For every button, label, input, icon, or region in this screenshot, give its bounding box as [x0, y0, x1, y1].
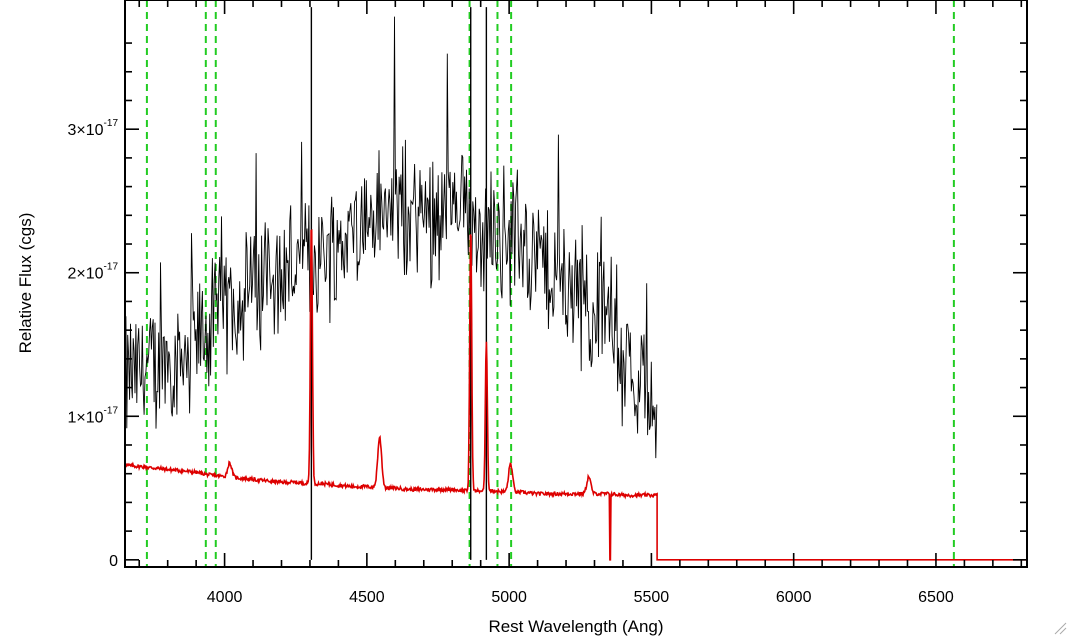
- x-tick-label: 4500: [349, 589, 385, 606]
- x-tick-label: 6000: [776, 589, 812, 606]
- x-tick-label: 5500: [634, 589, 670, 606]
- model-continuum-series: [124, 229, 1027, 561]
- plot-frame: [124, 0, 1028, 568]
- observed-spectrum-series: [124, 7, 658, 560]
- x-tick-label: 4000: [207, 589, 243, 606]
- y-tick-label: 1×10-17: [68, 405, 119, 426]
- observed-spectrum-line: [124, 16, 658, 459]
- resize-grip-icon[interactable]: [1054, 622, 1067, 635]
- x-tick-label: 5000: [491, 589, 527, 606]
- emission-line-markers: [145, 0, 955, 567]
- y-tick-label: 2×10-17: [68, 262, 119, 283]
- x-tick-label: 6500: [918, 589, 954, 606]
- y-tick-label: 3×10-17: [68, 118, 119, 139]
- y-axis-title: Relative Flux (cgs): [16, 213, 35, 354]
- x-axis-ticks: 4000 4500 5000 5500 6000 6500: [138, 0, 1023, 606]
- y-tick-label: 0: [109, 553, 118, 570]
- y-axis-ticks: 0 1×10-17 2×10-17 3×10-17: [68, 42, 1027, 570]
- model-continuum-line: [124, 229, 1027, 561]
- x-axis-title: Rest Wavelength (Ang): [488, 617, 663, 636]
